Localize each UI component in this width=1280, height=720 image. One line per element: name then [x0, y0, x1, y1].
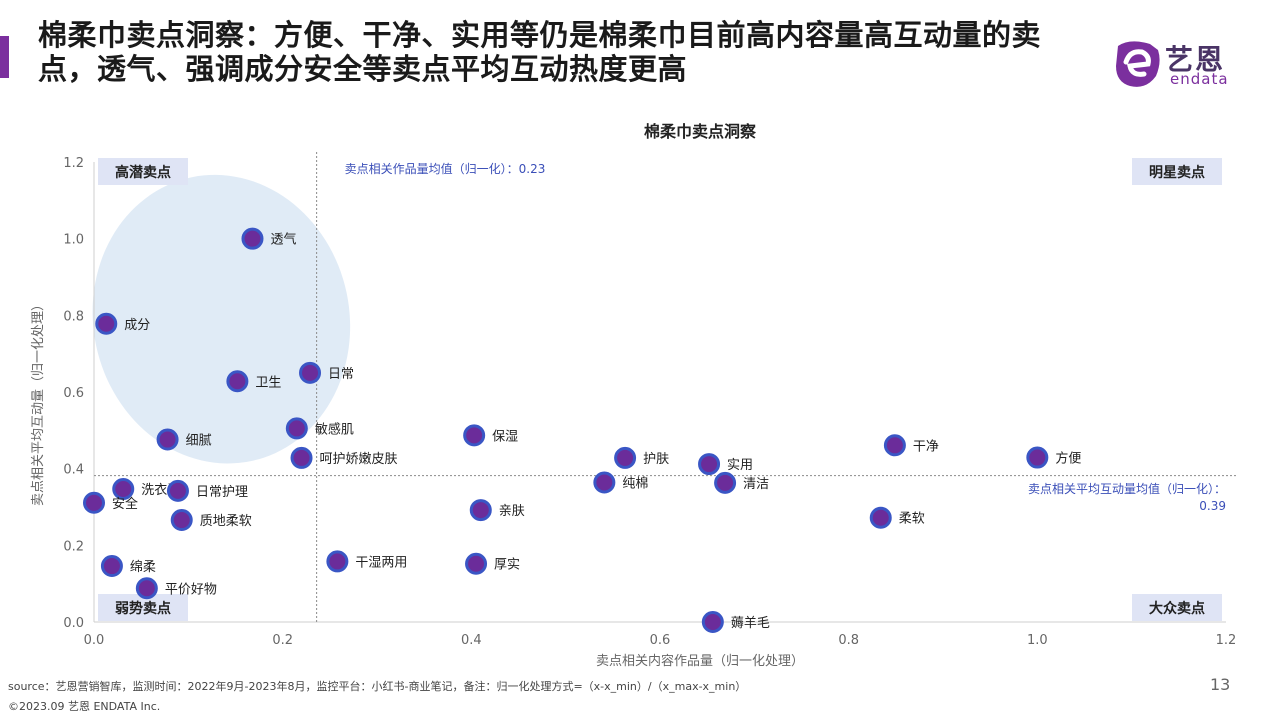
data-point: [156, 428, 179, 451]
logo-cn-text: 艺恩: [1165, 43, 1226, 76]
point-label: 方便: [1055, 451, 1081, 467]
x-tick-label: 0.6: [650, 633, 671, 648]
data-point: [714, 471, 737, 494]
page-number: 13: [1210, 675, 1231, 694]
x-tick-label: 0.4: [461, 633, 482, 648]
point-label: 亲肤: [499, 504, 525, 519]
highlight-ellipse: [92, 174, 351, 464]
data-point: [299, 361, 322, 384]
footer-source: source：艺恩营销智库，监测时间：2022年9月-2023年8月，监控平台：…: [8, 680, 747, 693]
data-point: [326, 550, 349, 573]
data-point: [1026, 446, 1049, 469]
quadrant-label-star: 明星卖点: [1149, 164, 1205, 181]
y-tick-label: 0.6: [63, 386, 84, 401]
quadrant-label-mass: 大众卖点: [1149, 600, 1205, 617]
x-tick-label: 0.8: [838, 633, 859, 648]
point-label: 敏感肌: [315, 421, 354, 437]
x-axis-label: 卖点相关内容作品量（归一化处理）: [596, 653, 804, 669]
mean-x-label: 卖点相关作品量均值（归一化）：0.23: [345, 161, 546, 176]
point-label: 薅羊毛: [731, 615, 770, 631]
point-label: 干净: [913, 439, 939, 454]
scatter-chart: 0.0 0.2 0.4 0.6 0.8 1.0 1.2 0.0 0.2 0.4 0.6 0.8 1.0 1…: [31, 122, 1238, 669]
point-label: 呵护娇嫩皮肤: [320, 452, 398, 467]
data-point: [698, 453, 721, 476]
point-label: 实用: [727, 458, 753, 473]
logo-en-text: endata: [1170, 70, 1229, 88]
data-point: [166, 479, 189, 502]
data-point: [170, 509, 193, 532]
point-label: 安全: [112, 496, 138, 512]
quadrant-label-star-bg: [1132, 158, 1222, 185]
point-label: 柔软: [899, 512, 925, 527]
y-tick-label: 0.2: [63, 539, 84, 554]
page-title-line2: 点，透气、强调成分安全等卖点平均互动热度更高: [38, 52, 688, 86]
footer-copyright: ©2023.09 艺恩 ENDATA Inc.: [8, 700, 161, 713]
point-label: 透气: [270, 232, 296, 248]
y-tick-label: 0.0: [63, 616, 84, 631]
data-point: [95, 312, 118, 335]
data-point: [135, 577, 158, 600]
point-label: 保湿: [492, 429, 518, 444]
mean-y-label-line1: 卖点相关平均互动量均值（归一化）：: [1028, 481, 1226, 496]
point-label: 清洁: [743, 477, 769, 492]
mean-y-label-line2: 0.39: [1199, 499, 1226, 513]
x-tick-label: 0.2: [272, 633, 293, 648]
point-label: 护肤: [643, 452, 669, 467]
data-point: [241, 227, 264, 250]
quadrant-label-weak: 弱势卖点: [115, 600, 171, 617]
data-point: [285, 417, 308, 440]
y-axis-label: 卖点相关平均互动量（归一化处理）: [31, 298, 46, 506]
point-label: 绵柔: [130, 560, 156, 575]
point-label: 厚实: [494, 558, 520, 573]
y-tick-label: 1.2: [63, 156, 84, 171]
quadrant-label-high-potential-bg: [98, 158, 188, 185]
y-tick-label: 0.8: [63, 309, 84, 324]
point-label: 纯棉: [622, 476, 648, 491]
data-point: [593, 471, 616, 494]
data-point: [883, 434, 906, 457]
data-point: [469, 499, 492, 522]
quadrant-label-high-potential: 高潜卖点: [115, 164, 171, 181]
point-label: 质地柔软: [200, 514, 252, 529]
point-label: 细腻: [186, 434, 212, 449]
x-tick-label: 1.2: [1216, 633, 1237, 648]
point-label: 成分: [124, 318, 150, 333]
point-label: 干湿两用: [355, 555, 407, 570]
data-point: [290, 446, 313, 469]
point-label: 日常护理: [196, 485, 248, 500]
data-point: [869, 506, 892, 529]
data-point: [226, 370, 249, 393]
y-tick-label: 1.0: [63, 233, 84, 248]
data-point: [100, 555, 123, 578]
point-label: 日常: [328, 367, 354, 382]
data-point: [465, 552, 488, 575]
endata-e-logo-icon: [1116, 41, 1160, 87]
data-point: [112, 477, 135, 500]
point-label: 卫生: [255, 375, 281, 390]
data-point: [701, 611, 724, 633]
data-point: [463, 424, 486, 447]
point-label: 平价好物: [165, 582, 217, 597]
title-accent-bar: [0, 36, 9, 78]
page-title-line1: 棉柔巾卖点洞察：方便、干净、实用等仍是棉柔巾目前高内容量高互动量的卖: [38, 18, 1042, 52]
page-title: 棉柔巾卖点洞察：方便、干净、实用等仍是棉柔巾目前高内容量高互动量的卖 点，透气、…: [38, 18, 1138, 86]
x-tick-label: 1.0: [1027, 633, 1048, 648]
y-tick-label: 0.4: [63, 463, 84, 478]
quadrant-label-mass-bg: [1132, 594, 1222, 621]
data-point: [83, 491, 105, 514]
x-tick-label: 0.0: [84, 633, 105, 648]
data-point: [614, 446, 637, 469]
chart-title: 棉柔巾卖点洞察: [644, 122, 757, 141]
